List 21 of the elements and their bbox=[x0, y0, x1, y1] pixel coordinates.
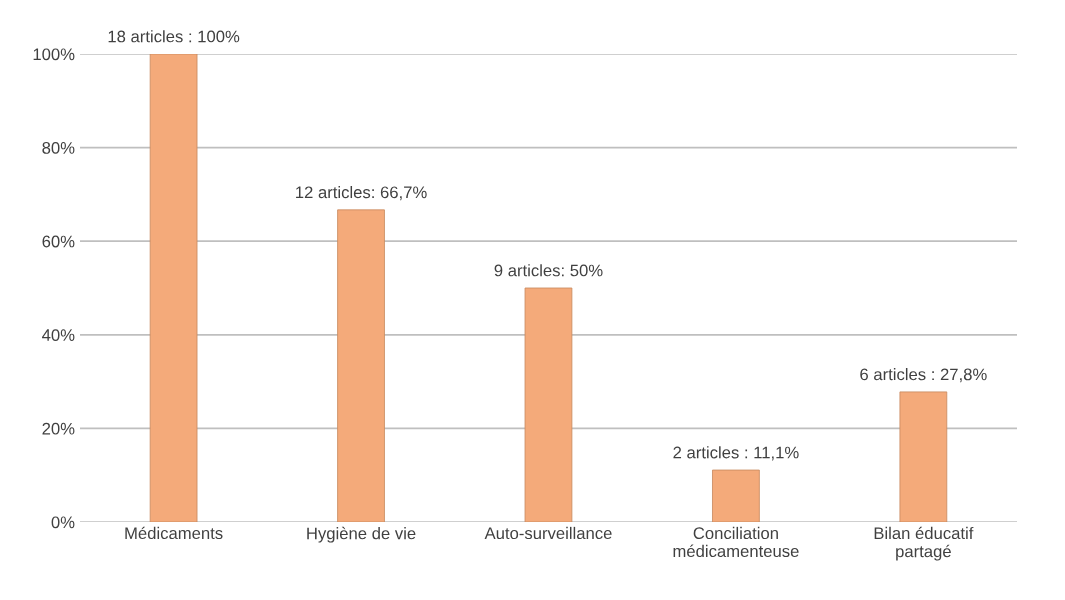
data-label: 2 articles : 11,1% bbox=[673, 446, 799, 461]
y-tick-label: 100% bbox=[33, 48, 75, 61]
y-tick-label: 20% bbox=[42, 422, 75, 435]
x-tick-label: Conciliation médicamenteuse bbox=[673, 526, 799, 558]
data-label: 9 articles: 50% bbox=[494, 264, 603, 277]
bar bbox=[337, 209, 385, 522]
bar bbox=[524, 287, 573, 522]
y-tick-label: 60% bbox=[42, 235, 75, 248]
x-tick-label: Médicaments bbox=[125, 526, 223, 540]
x-tick-label: Auto-surveillance bbox=[484, 526, 612, 540]
data-label: 12 articles: 66,7% bbox=[296, 185, 427, 201]
data-label: 18 articles : 100% bbox=[108, 30, 240, 43]
x-tick-label: Hygiène de vie bbox=[307, 526, 416, 543]
data-label: 6 articles : 27,8% bbox=[860, 368, 987, 383]
bar bbox=[149, 54, 198, 522]
y-tick-label: 40% bbox=[42, 329, 75, 341]
y-tick-label: 0% bbox=[51, 516, 75, 529]
bar bbox=[899, 391, 948, 522]
y-tick-label: 80% bbox=[42, 142, 75, 154]
bar bbox=[712, 469, 760, 522]
x-tick-label: Bilan éducatif partagé bbox=[874, 526, 974, 561]
